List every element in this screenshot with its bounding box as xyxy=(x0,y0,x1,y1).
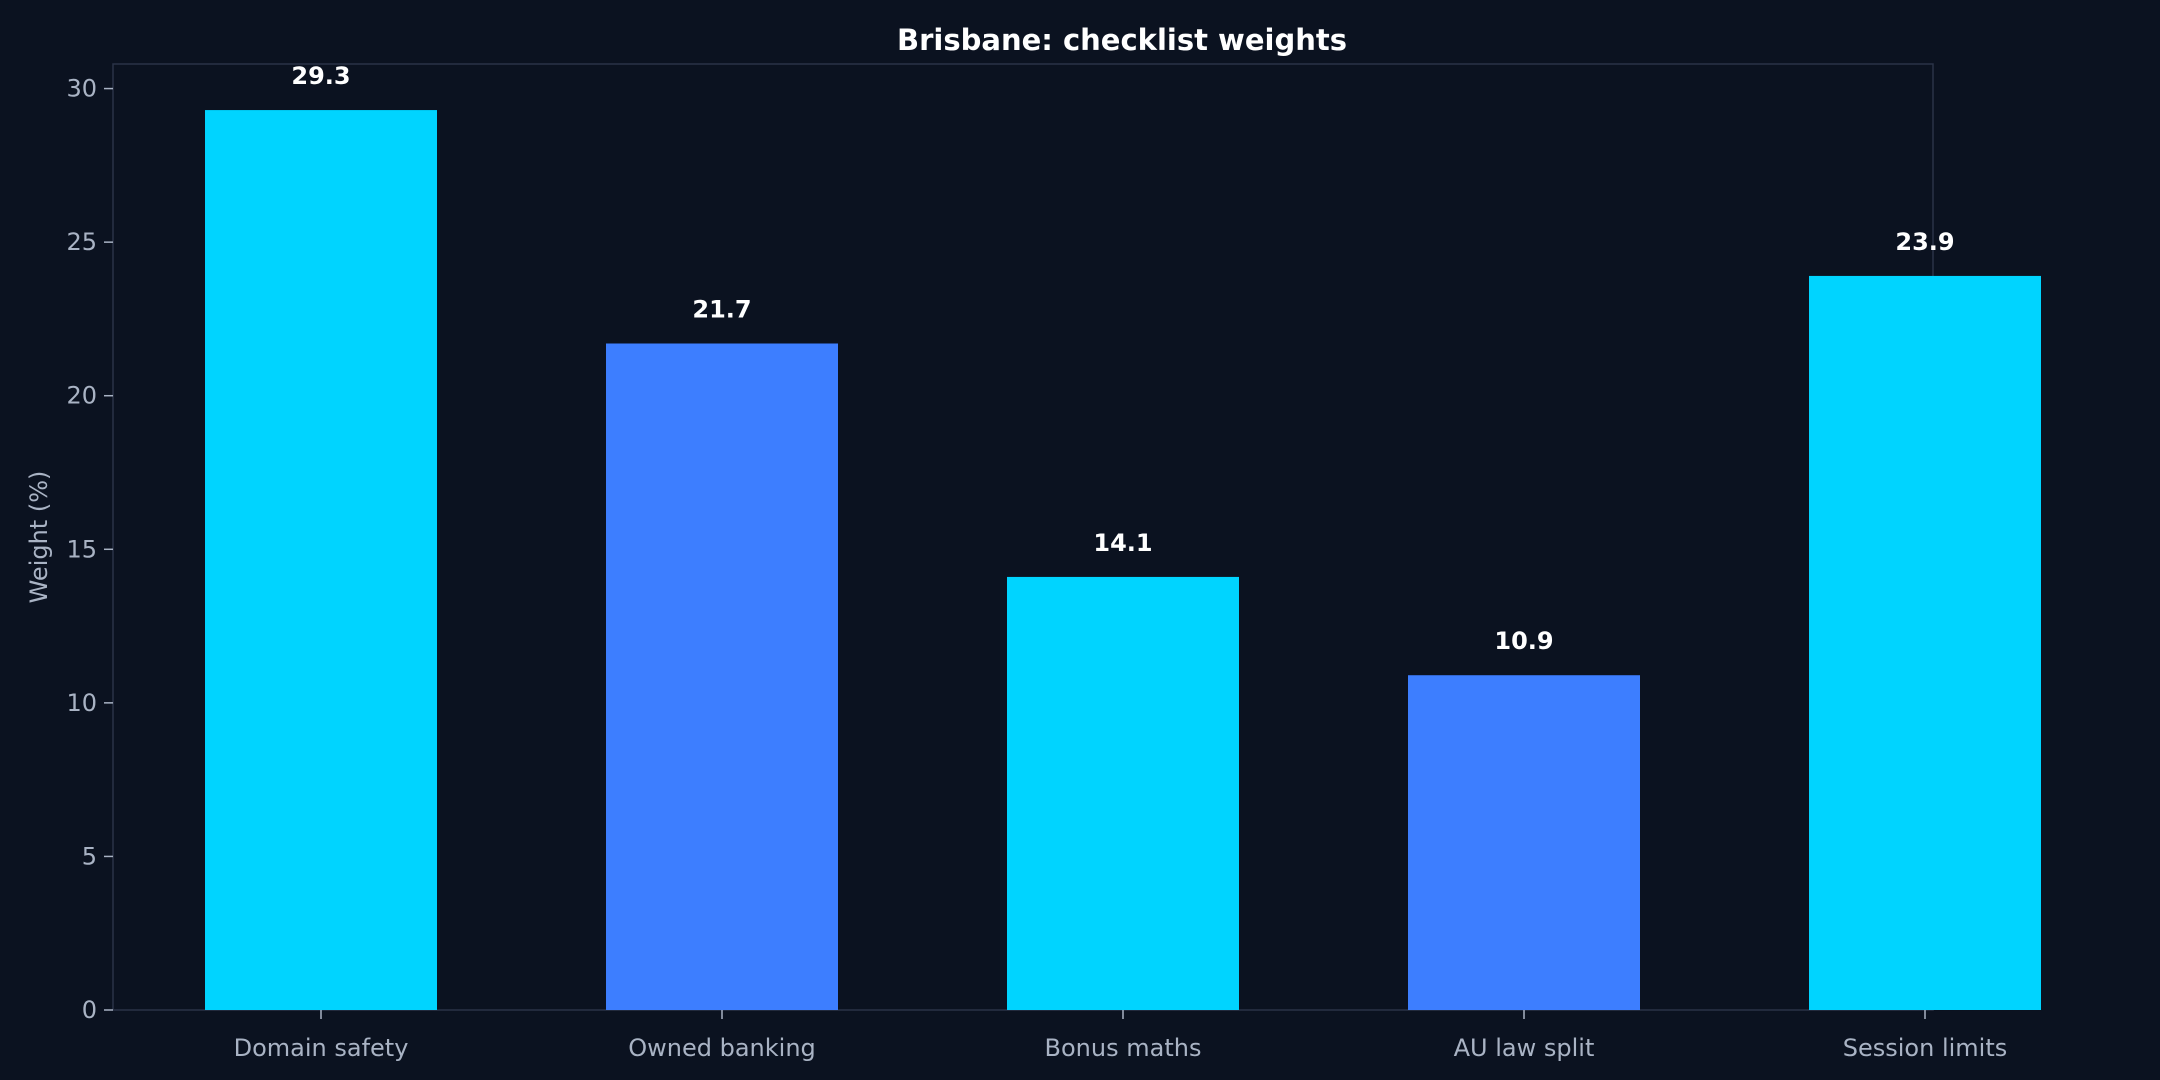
y-tick-label: 10 xyxy=(66,689,97,717)
bar-value-label: 21.7 xyxy=(692,296,751,324)
y-axis-label: Weight (%) xyxy=(25,471,53,604)
y-tick-label: 0 xyxy=(82,996,97,1024)
x-tick-label: AU law split xyxy=(1454,1034,1595,1062)
y-tick-label: 20 xyxy=(66,382,97,410)
x-tick-label: Domain safety xyxy=(234,1034,409,1062)
y-tick-label: 5 xyxy=(82,842,97,870)
bar-session-limits xyxy=(1809,275,2041,1010)
x-tick-label: Session limits xyxy=(1843,1034,2008,1062)
bar-value-label: 23.9 xyxy=(1895,228,1954,256)
x-axis-ticks: Domain safety Owned banking Bonus maths AU … xyxy=(234,1010,2008,1062)
y-tick-label: 25 xyxy=(66,228,97,256)
bar-bonus-maths xyxy=(1007,576,1239,1010)
bar-owned-banking xyxy=(606,343,838,1010)
x-tick-label: Owned banking xyxy=(628,1034,816,1062)
bar-domain-safety xyxy=(205,110,437,1011)
chart-title: Brisbane: checklist weights xyxy=(897,23,1347,57)
bar-au-law-split xyxy=(1408,675,1640,1010)
x-tick-label: Bonus maths xyxy=(1045,1034,1202,1062)
bar-value-label: 10.9 xyxy=(1494,627,1553,655)
bars: 29.3 21.7 14.1 10.9 23.9 xyxy=(205,62,2041,1011)
y-tick-label: 15 xyxy=(66,535,97,563)
y-tick-label: 30 xyxy=(66,75,97,103)
y-axis-ticks: 0 5 10 15 20 25 30 xyxy=(66,75,113,1024)
bar-value-label: 14.1 xyxy=(1093,529,1152,557)
bar-value-label: 29.3 xyxy=(291,62,350,90)
